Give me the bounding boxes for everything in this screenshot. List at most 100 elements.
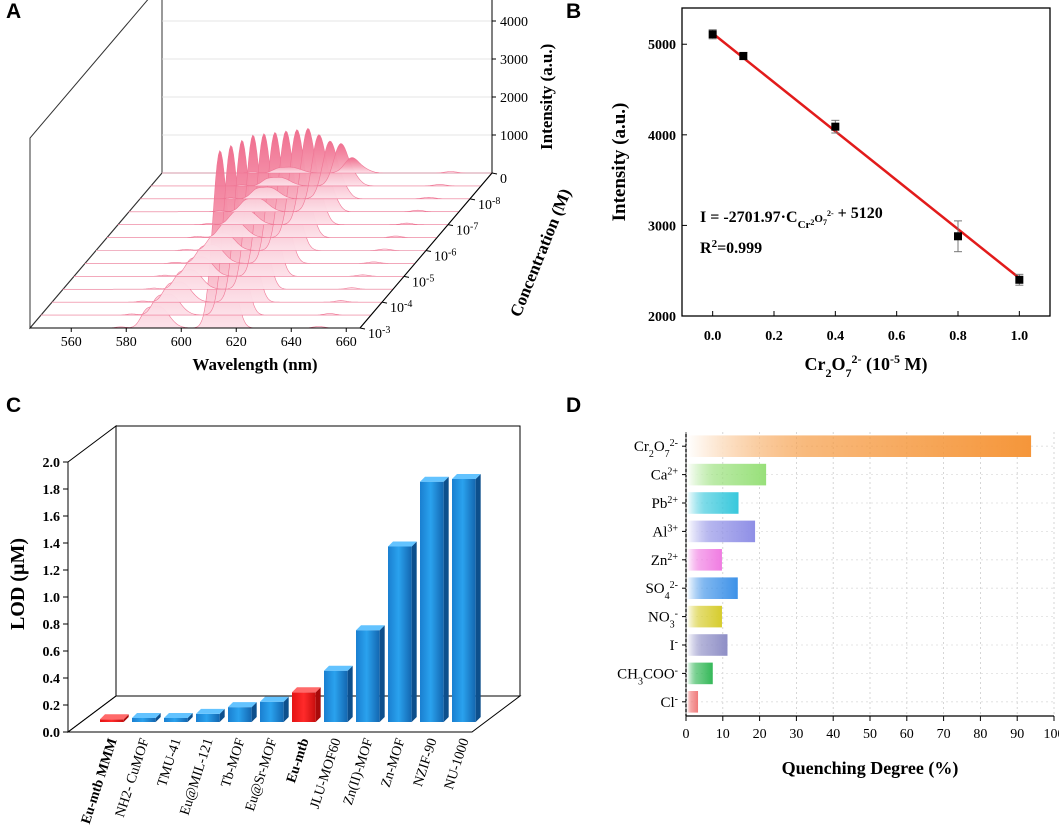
bar-top bbox=[260, 696, 289, 702]
z-tick-label: 2000 bbox=[500, 91, 528, 106]
spectrum-trace bbox=[96, 130, 426, 251]
data-point bbox=[954, 232, 962, 241]
spectrum-trace bbox=[150, 143, 482, 187]
bar-top bbox=[132, 712, 161, 718]
category-label: Eu-mtb bbox=[284, 736, 313, 784]
x-axis-title: Quenching Degree (%) bbox=[782, 758, 959, 779]
z-tick-label: 4000 bbox=[500, 15, 528, 30]
category-label: Ca2+ bbox=[651, 466, 679, 484]
depth-tick bbox=[469, 198, 476, 201]
r-squared: R2=0.999 bbox=[700, 238, 762, 257]
fit-equation: I = -2701.97·CCr2O72- + 5120I = -2701.97… bbox=[700, 205, 883, 231]
category-label: Tb-MOF bbox=[219, 736, 249, 789]
bar-side bbox=[283, 696, 289, 722]
x-tick-label: 70 bbox=[937, 727, 951, 742]
x-tick-label: 50 bbox=[863, 727, 877, 742]
bar-side bbox=[411, 541, 417, 722]
spectrum-trace bbox=[62, 134, 394, 290]
x-tick-label: 620 bbox=[226, 335, 247, 350]
category-label: JLU-MOF60 bbox=[308, 737, 345, 811]
category-label: Cr2O72- bbox=[634, 438, 678, 460]
bar bbox=[388, 546, 412, 722]
bar-top bbox=[100, 714, 129, 720]
bar bbox=[687, 662, 713, 685]
bar bbox=[687, 691, 699, 713]
depth-tick bbox=[491, 172, 498, 175]
bar-side bbox=[443, 476, 449, 722]
bar bbox=[687, 577, 738, 599]
x-tick-label: 10 bbox=[716, 727, 730, 742]
category-label: Zn-MOF bbox=[379, 736, 409, 789]
x-tick-label: 560 bbox=[61, 335, 82, 350]
y-tick-label: 0.2 bbox=[43, 699, 61, 714]
bar bbox=[324, 670, 348, 722]
data-point bbox=[708, 30, 717, 39]
bar-top bbox=[356, 625, 385, 631]
panel-c: 0.0 0.2 0.4 0.6 0.8 1.0 1.2 1.4 1.6 1.8 2.0 LOD (µM… bbox=[0, 394, 560, 834]
panel-d: 0 10 20 30 40 50 60 70 80 90 100 Cr2O72- Ca2+ Pb2+ Al3… bbox=[560, 394, 1059, 834]
y-tick-label: 1.8 bbox=[43, 483, 61, 498]
bar bbox=[687, 520, 756, 543]
x-tick-label: 580 bbox=[116, 335, 137, 350]
category-label: I- bbox=[670, 637, 678, 655]
data-point bbox=[1015, 275, 1024, 284]
x-tick-label: 0.8 bbox=[949, 329, 967, 344]
category-label: NH2- CuMOF bbox=[113, 736, 153, 819]
bar bbox=[292, 692, 316, 722]
depth-tick bbox=[425, 250, 432, 252]
y-tick-label: 1.4 bbox=[43, 537, 61, 552]
x-tick-label: 0.0 bbox=[704, 329, 722, 344]
spectrum-trace bbox=[73, 133, 405, 277]
z-tick-label: 1000 bbox=[500, 129, 528, 144]
category-label: NU-1000 bbox=[442, 737, 473, 792]
floor bbox=[66, 695, 522, 733]
chart-c-lod-bars: 0.0 0.2 0.4 0.6 0.8 1.0 1.2 1.4 1.6 1.8 2.0 LOD (µM… bbox=[7, 425, 522, 826]
panel-label-a: A bbox=[6, 0, 22, 23]
bar-top bbox=[228, 702, 257, 708]
spectrum-trace bbox=[117, 127, 449, 225]
category-label: NZIF-90 bbox=[411, 737, 441, 789]
bar-top bbox=[324, 665, 353, 671]
spectrum-trace bbox=[128, 134, 460, 213]
bar-top bbox=[420, 476, 449, 482]
bar bbox=[452, 479, 476, 722]
y-tick-label: 1.0 bbox=[43, 591, 61, 606]
category-label: SO42- bbox=[645, 580, 678, 602]
bar-side bbox=[379, 625, 385, 722]
depth-tick-label: 10-7 bbox=[456, 221, 478, 239]
bar bbox=[196, 713, 220, 722]
y-tick-label: 1.6 bbox=[43, 510, 61, 525]
category-label: Eu@MIL-121 bbox=[178, 737, 217, 818]
bar bbox=[687, 634, 728, 656]
bar bbox=[687, 549, 722, 571]
spectrum-trace bbox=[162, 157, 492, 174]
depth-tick-label: 10-4 bbox=[390, 299, 412, 317]
bar bbox=[687, 605, 722, 628]
depth-tick-label: 10-5 bbox=[412, 273, 434, 291]
category-label: Pb2+ bbox=[652, 495, 679, 513]
panel-b: 0.0 0.2 0.4 0.6 0.8 1.0 2000 3000 4000 5000 I = -2… bbox=[560, 0, 1059, 390]
bar bbox=[687, 492, 739, 514]
depth-tick-label: 10-8 bbox=[478, 195, 500, 213]
x-tick-label: 40 bbox=[826, 727, 840, 742]
side-wall bbox=[29, 0, 163, 330]
depth-tick bbox=[447, 224, 454, 227]
bar-side bbox=[315, 687, 321, 722]
y-tick-label: 3000 bbox=[648, 219, 676, 234]
y-tick-label: 4000 bbox=[648, 129, 676, 144]
chart-d-quenching: 0 10 20 30 40 50 60 70 80 90 100 Cr2O72- Ca2+ Pb2+ Al3… bbox=[617, 432, 1059, 779]
spectrum-trace bbox=[51, 139, 383, 303]
x-tick-label: 80 bbox=[973, 727, 987, 742]
bar-side bbox=[123, 714, 129, 722]
depth-tick-label: 0 bbox=[500, 172, 507, 187]
data-point bbox=[831, 122, 840, 131]
category-label: Zn2+ bbox=[651, 551, 679, 569]
x-axis-title: Cr2O72- (10-5 M) bbox=[805, 352, 928, 380]
category-label: Al3+ bbox=[652, 523, 678, 541]
spectrum-trace bbox=[84, 131, 416, 264]
data-point bbox=[739, 52, 748, 61]
x-tick-label: 0.2 bbox=[765, 329, 783, 344]
bar bbox=[132, 717, 156, 722]
category-label: Zn(II)-MOF bbox=[341, 736, 377, 807]
